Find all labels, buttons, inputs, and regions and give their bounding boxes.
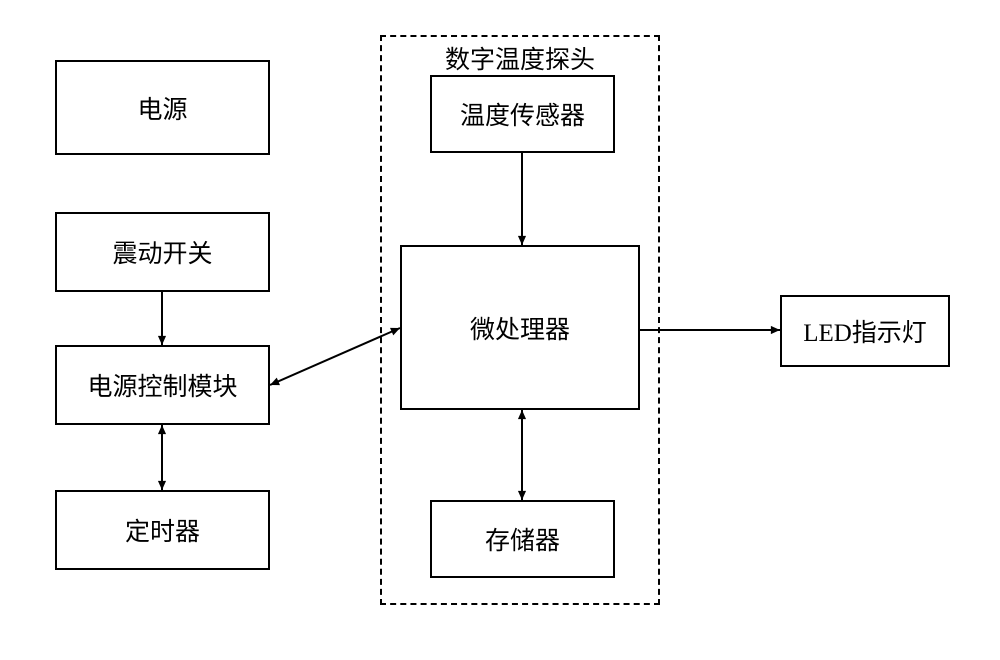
group-label: 数字温度探头 (380, 40, 660, 76)
node-timer-label: 定时器 (125, 512, 200, 548)
node-power-label: 电源 (137, 90, 187, 126)
node-timer: 定时器 (55, 490, 270, 570)
node-mcu-label: 微处理器 (470, 310, 570, 346)
node-memory: 存储器 (430, 500, 615, 578)
node-power: 电源 (55, 60, 270, 155)
node-led-label: LED指示灯 (803, 313, 927, 349)
node-vibration-label: 震动开关 (112, 234, 212, 270)
node-memory-label: 存储器 (485, 521, 560, 557)
node-temp-sensor: 温度传感器 (430, 75, 615, 153)
node-mcu: 微处理器 (400, 245, 640, 410)
node-vibration: 震动开关 (55, 212, 270, 292)
node-led: LED指示灯 (780, 295, 950, 367)
node-power-ctrl-label: 电源控制模块 (87, 367, 237, 403)
node-temp-sensor-label: 温度传感器 (460, 96, 585, 132)
node-power-ctrl: 电源控制模块 (55, 345, 270, 425)
